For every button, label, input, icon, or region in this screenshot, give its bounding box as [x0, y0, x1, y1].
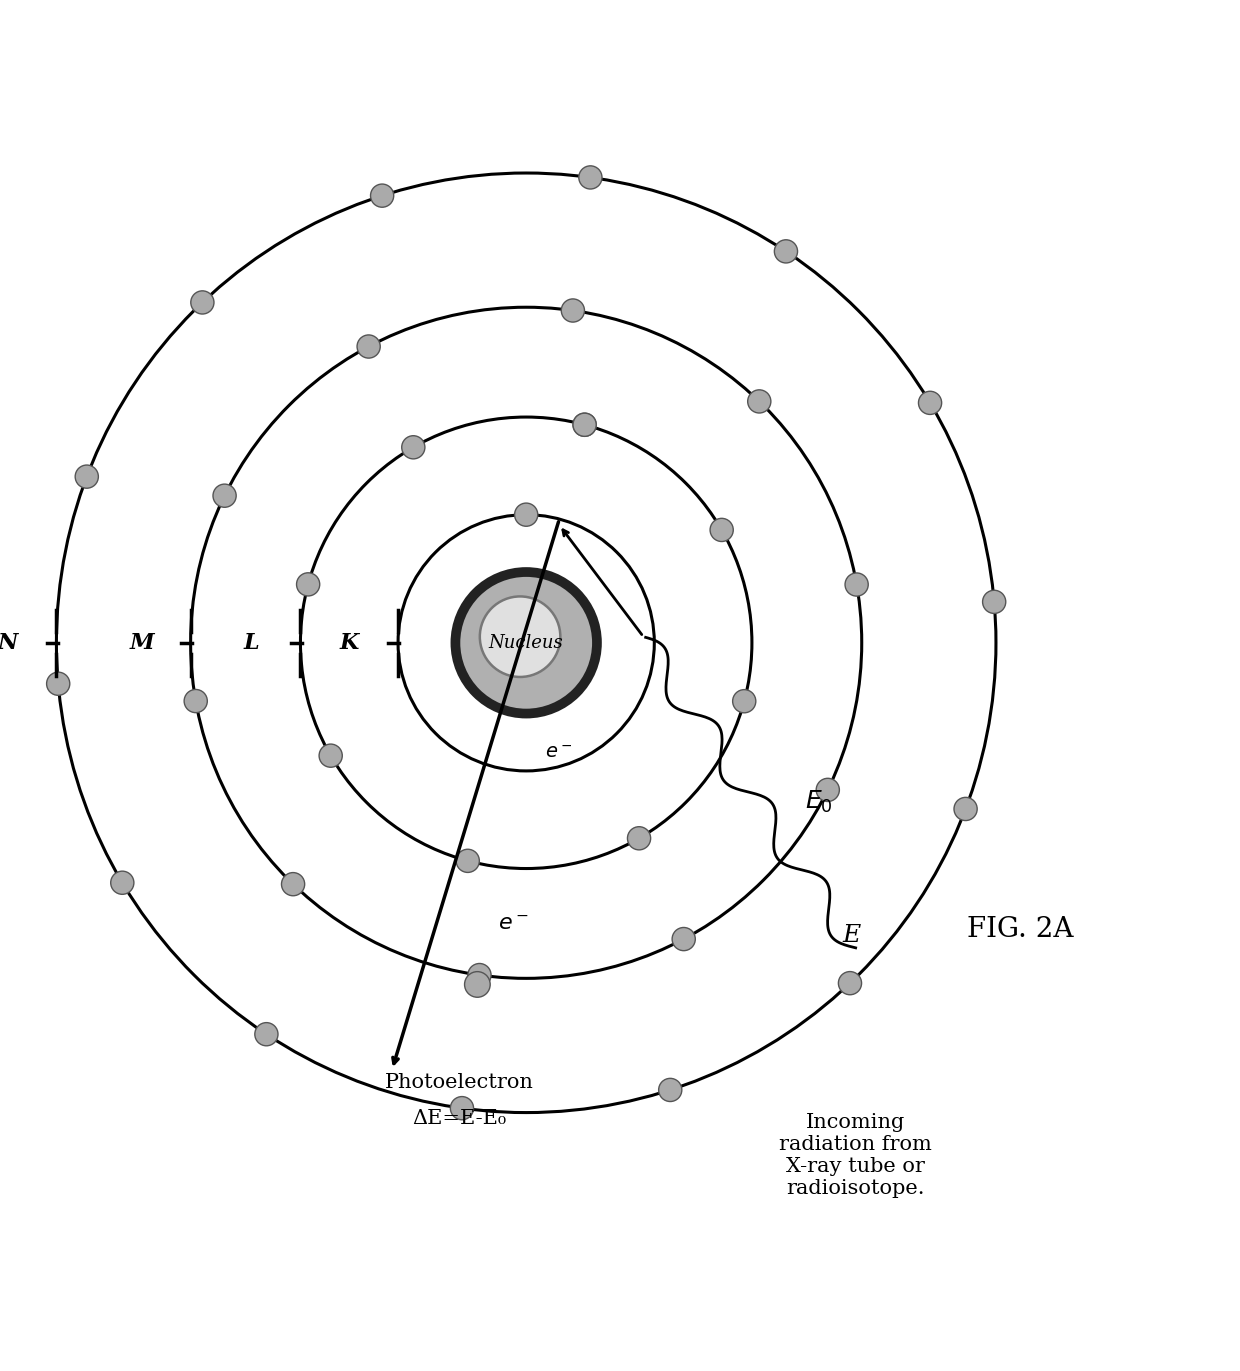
Text: N: N: [0, 632, 17, 654]
Text: $e^-$: $e^-$: [498, 913, 529, 935]
Circle shape: [627, 827, 651, 850]
Circle shape: [838, 972, 862, 995]
Circle shape: [733, 690, 756, 713]
Circle shape: [110, 871, 134, 894]
Circle shape: [450, 1097, 474, 1120]
Text: $e^-$: $e^-$: [546, 743, 573, 762]
Text: FIG. 2A: FIG. 2A: [967, 916, 1074, 943]
Circle shape: [402, 436, 425, 459]
Text: E: E: [843, 924, 861, 947]
Circle shape: [816, 779, 839, 802]
Circle shape: [465, 972, 490, 997]
Circle shape: [47, 672, 69, 695]
Circle shape: [774, 240, 797, 263]
Circle shape: [919, 391, 941, 414]
Text: $E_0$: $E_0$: [805, 788, 833, 814]
Text: ΔE=E-E₀: ΔE=E-E₀: [412, 1109, 506, 1128]
Circle shape: [748, 389, 771, 413]
Circle shape: [191, 291, 215, 314]
Circle shape: [184, 690, 207, 713]
Circle shape: [573, 413, 596, 436]
Circle shape: [982, 591, 1006, 613]
Circle shape: [658, 1079, 682, 1101]
Circle shape: [954, 798, 977, 821]
Text: K: K: [340, 632, 358, 654]
Circle shape: [296, 573, 320, 596]
Circle shape: [844, 573, 868, 596]
Text: Nucleus: Nucleus: [489, 633, 563, 651]
Circle shape: [213, 484, 236, 507]
Circle shape: [579, 166, 601, 189]
Circle shape: [711, 518, 733, 542]
Text: Incoming
radiation from
X-ray tube or
radioisotope.: Incoming radiation from X-ray tube or ra…: [779, 1113, 932, 1198]
Text: M: M: [129, 632, 154, 654]
Circle shape: [371, 184, 394, 207]
Circle shape: [573, 413, 596, 436]
Circle shape: [672, 927, 696, 950]
Circle shape: [480, 596, 560, 677]
Circle shape: [281, 872, 305, 895]
Text: L: L: [244, 632, 259, 654]
Circle shape: [562, 299, 584, 322]
Circle shape: [456, 849, 480, 872]
Circle shape: [515, 503, 538, 526]
Circle shape: [254, 1023, 278, 1046]
Circle shape: [455, 572, 596, 713]
Circle shape: [467, 964, 491, 987]
Circle shape: [76, 465, 98, 488]
Text: Photoelectron: Photoelectron: [384, 1072, 533, 1091]
Circle shape: [319, 744, 342, 768]
Circle shape: [357, 335, 381, 358]
